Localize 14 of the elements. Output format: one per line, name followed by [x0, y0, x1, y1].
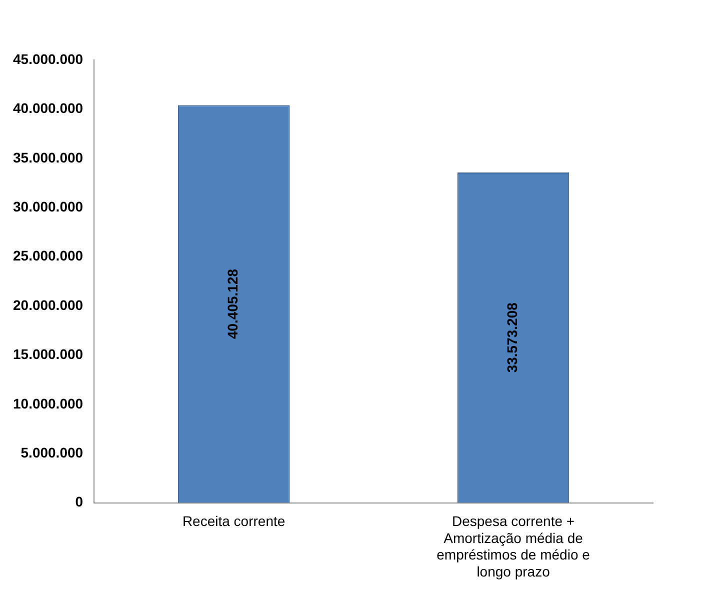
x-tick-label: Receita corrente: [182, 513, 286, 530]
data-label: 33.573.208: [504, 302, 520, 373]
y-tick-label: 25.000.000: [12, 248, 84, 264]
y-tick-label: 20.000.000: [12, 296, 84, 313]
data-label: 40.405.128: [224, 268, 241, 340]
y-tick-label: 40.000.000: [12, 100, 84, 116]
y-tick-label: 45.000.000: [12, 50, 84, 67]
y-tick-label: 5.000.000: [20, 444, 84, 460]
y-tick-label: 15.000.000: [12, 346, 84, 362]
y-tick-label: 10.000.000: [12, 395, 84, 412]
y-tick-label: 30.000.000: [12, 198, 84, 214]
x-tick-label: Despesa corrente + Amortização média de empréstimos de médio e longo prazo: [436, 513, 590, 580]
y-tick-label: 35.000.000: [12, 149, 84, 166]
y-tick-label: 0: [75, 494, 84, 510]
